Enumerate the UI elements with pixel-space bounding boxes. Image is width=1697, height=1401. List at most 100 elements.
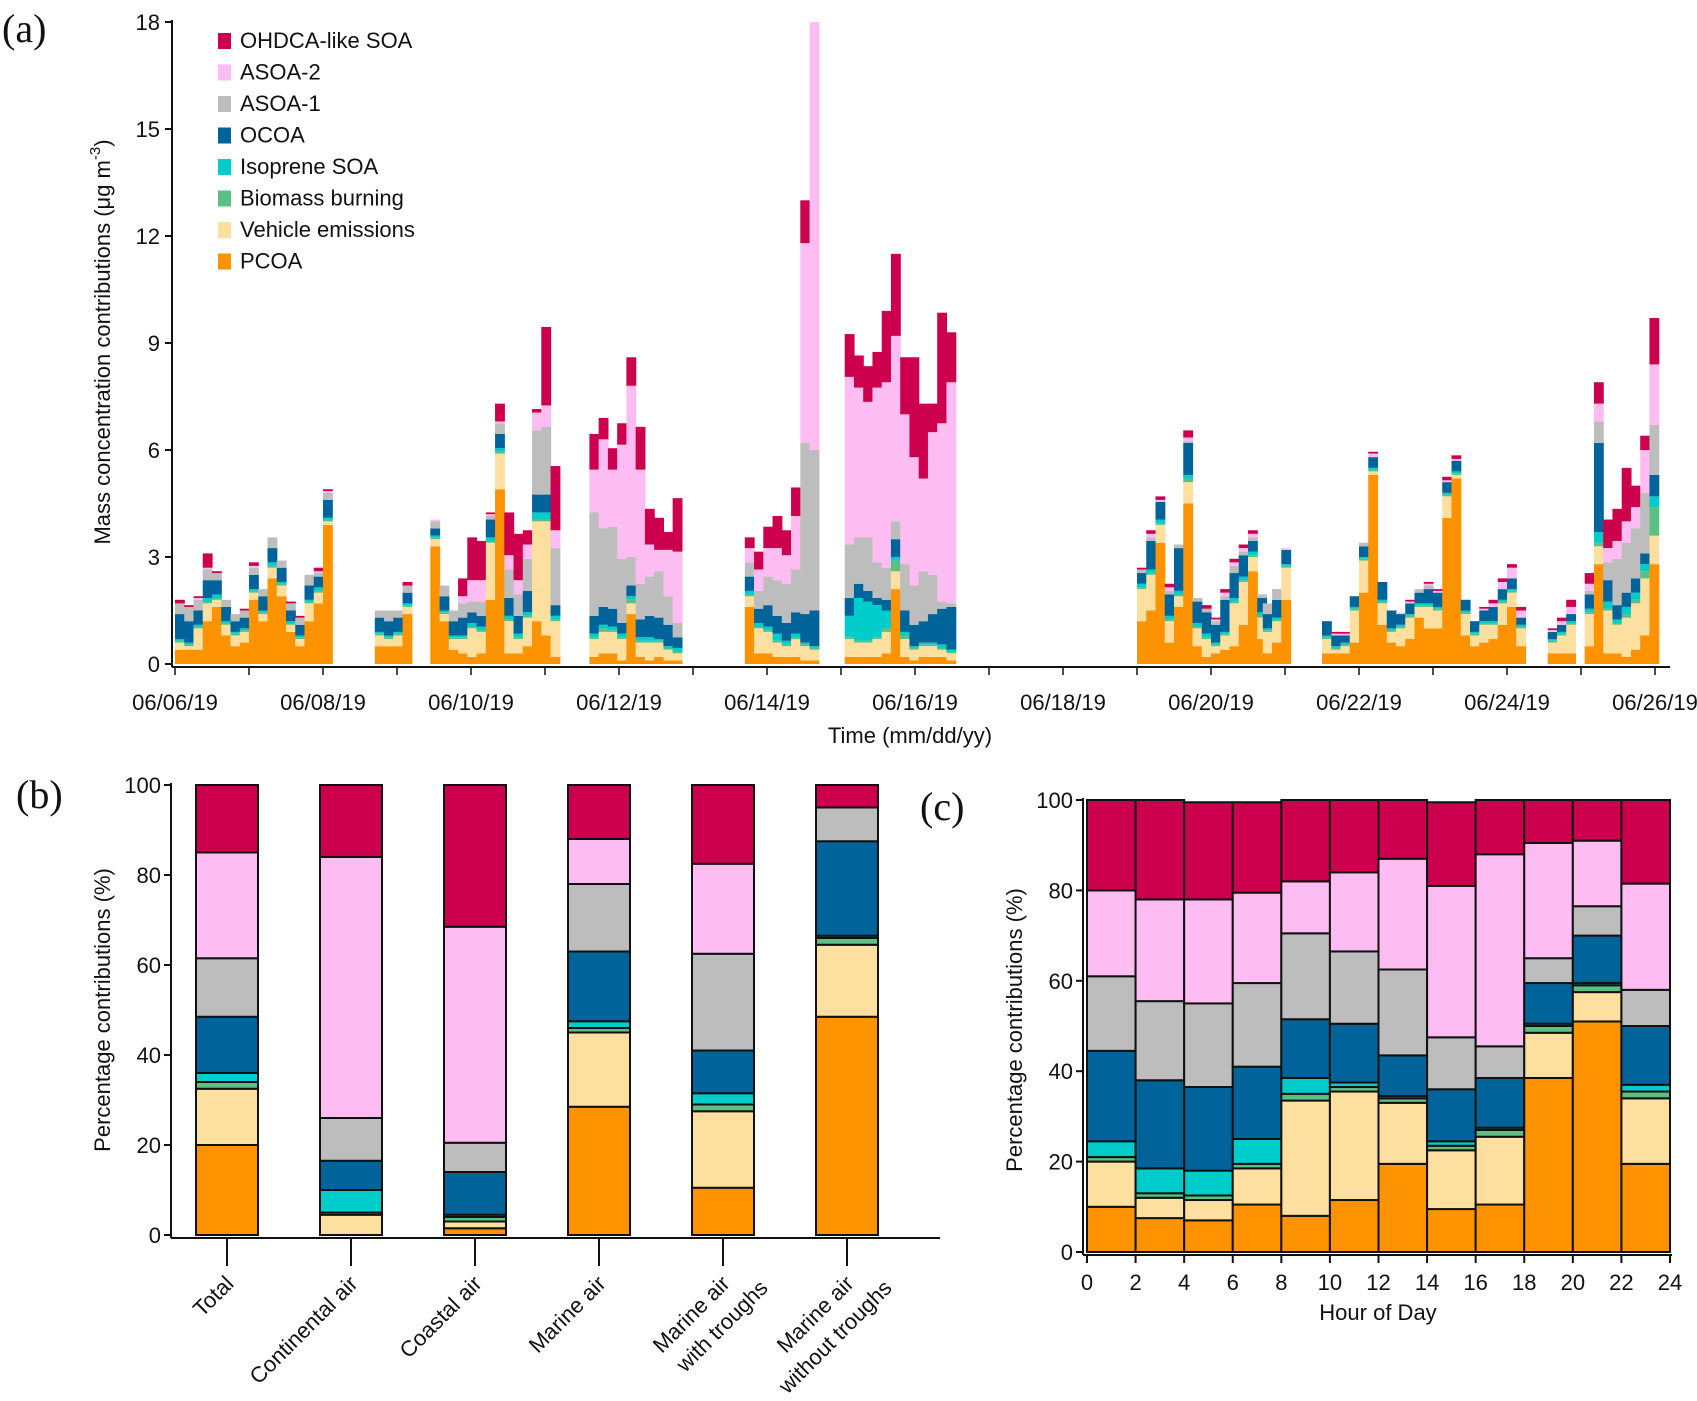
panel-c-y-ticks: 0 20 40 60 80 100 [1036,788,1083,1265]
series-pcoa-bin [1183,503,1194,664]
series-pcoa-bin [258,621,269,664]
series-biomass-burning-bin [374,633,385,636]
series-asoa-1-bin [607,526,618,609]
series-biomass-burning-bin [589,637,600,640]
series-vehicle-emissions-bin [504,621,515,654]
x-tick-label: 06/06/19 [132,690,218,715]
x-tick-label: 2 [1129,1270,1141,1295]
series-pcoa-bin [617,660,627,664]
series-pcoa-bin [1556,653,1567,664]
bar-4-6 [1183,801,1234,1253]
series-ocoa-bin [1423,589,1434,604]
series-asoa-1-bin [1137,569,1147,574]
series-biomass-burning-bin [772,640,783,643]
series-asoa-1-bin [672,622,683,638]
series-asoa-2-bin [872,387,883,563]
x-tick-label: 16 [1463,1270,1487,1295]
series-ohdca-like-soa-bin [513,533,524,581]
series-vehicle-emissions-bin [1359,560,1369,593]
series-biomass-burning-bin [1414,605,1425,607]
segment-vehicle-emissions [443,1220,507,1230]
series-vehicle-emissions-bin [1137,589,1147,622]
series-ohdca-like-soa-bin [1229,558,1240,563]
series-pcoa-bin [1621,656,1632,664]
series-pcoa-bin [927,656,938,664]
series-isoprene-soa-bin [1164,615,1175,620]
series-pcoa-bin [853,656,864,664]
series-ocoa-bin [1566,614,1577,622]
series-asoa-1-bin [1183,441,1194,443]
segment-asoa-1 [1231,982,1283,1068]
series-isoprene-soa-bin [1460,610,1471,613]
series-pcoa-bin [276,596,287,664]
series-ocoa-bin [1649,474,1660,497]
series-pcoa-bin [654,656,664,664]
series-biomass-burning-bin [1201,637,1212,640]
series-biomass-burning-bin [393,633,404,636]
legend-swatch [218,33,231,49]
segment-pcoa [1086,1205,1137,1254]
series-isoprene-soa-bin [1433,606,1443,609]
series-asoa-2-bin [1220,592,1231,597]
series-ocoa-bin [872,598,883,606]
series-ohdca-like-soa-bin [295,615,306,618]
series-ocoa-bin [1497,589,1508,600]
series-vehicle-emissions-bin [890,571,901,590]
series-vehicle-emissions-bin [763,631,774,654]
series-biomass-burning-bin [937,647,948,650]
series-asoa-1-bin [258,589,269,597]
series-pcoa-bin [485,599,496,664]
series-ocoa-bin [249,574,259,590]
series-biomass-burning-bin [1386,630,1397,632]
series-vehicle-emissions-bin [654,642,664,657]
legend-item-ohdca-like-soa: OHDCA-like SOA [218,28,413,53]
series-pcoa-bin [1192,646,1203,664]
segment-biomass-burning [1523,1025,1574,1034]
y-tick-label: 3 [148,545,160,570]
series-vehicle-emissions-bin [672,653,683,661]
series-isoprene-soa-bin [1556,631,1567,634]
panel-a-stacked-series [175,22,1660,664]
series-pcoa-bin [744,606,755,664]
series-asoa-2-bin [1507,567,1517,579]
series-asoa-1-bin [654,571,664,618]
series-biomass-burning-bin [1433,608,1443,611]
series-ocoa-bin [1137,573,1147,584]
series-asoa-1-bin [495,423,505,434]
segment-asoa-2 [691,862,755,955]
series-asoa-2-bin [1396,612,1406,615]
series-ocoa-bin [1470,621,1480,632]
series-isoprene-soa-bin [881,610,892,629]
series-ocoa-bin [654,617,664,640]
series-biomass-burning-bin [286,622,296,625]
series-biomass-burning-bin [791,637,801,640]
panel-b-bars [195,784,879,1236]
series-ohdca-like-soa-bin [323,489,333,492]
segment-ocoa [1134,1079,1186,1170]
segment-ocoa [1280,1018,1331,1079]
legend-label: Isoprene SOA [240,154,379,179]
segment-asoa-1 [691,952,755,1052]
series-vehicle-emissions-bin [323,521,333,525]
segment-biomass-burning [691,1103,755,1113]
series-asoa-1-bin [402,585,413,593]
series-vehicle-emissions-bin [800,646,811,661]
series-vehicle-emissions-bin [1211,646,1221,654]
series-biomass-burning-bin [430,537,441,540]
series-pcoa-bin [781,656,792,664]
x-tick-label: 06/14/19 [724,690,810,715]
series-pcoa-bin [672,660,683,664]
segment-isoprene-soa [1620,1083,1671,1093]
series-pcoa-bin [1164,642,1175,664]
series-asoa-2-bin [522,544,533,559]
series-ohdca-like-soa-bin [663,532,674,550]
series-vehicle-emissions-bin [1386,631,1397,643]
segment-isoprene-soa [567,1020,631,1029]
series-ohdca-like-soa-bin [522,530,533,545]
series-isoprene-soa-bin [1349,606,1360,609]
series-pcoa-bin [249,599,259,664]
series-asoa-1-bin [522,558,533,591]
segment-isoprene-soa [319,1189,383,1214]
series-vehicle-emissions-bin [1516,628,1527,647]
x-tick-label-line: Total [188,1271,239,1322]
